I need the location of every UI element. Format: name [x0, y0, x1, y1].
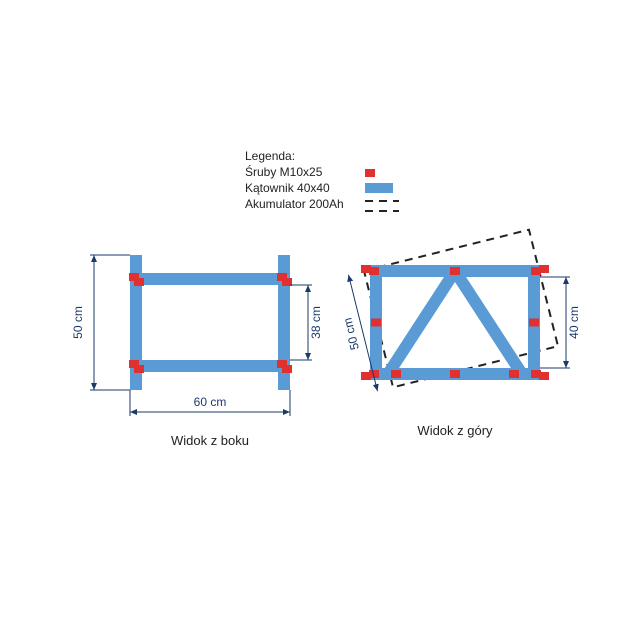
side-bolt-2b [134, 365, 144, 373]
top-bolt-9 [529, 319, 539, 327]
legend-swatch-bolt [365, 169, 375, 177]
top-bolt-tab-3 [539, 372, 549, 380]
top-bolt-tab-2 [361, 372, 371, 380]
side-rail-bottom [142, 360, 278, 372]
technical-drawing: Legenda:Śruby M10x25 Kątownik 40x40 Akumul… [0, 0, 640, 640]
views.side.dims.width_bottom-label: 60 cm [194, 395, 227, 409]
legend-item-2: Akumulator 200Ah [245, 197, 344, 211]
views.top.dims.frame_inner-label: 40 cm [567, 306, 581, 339]
side-bolt-0b [134, 278, 144, 286]
views.top.dims.battery_side-label: 50 cm [340, 316, 361, 351]
legend-swatch-beam [365, 183, 393, 193]
top-bolt-tab-0 [361, 265, 371, 273]
top-bolt-6 [509, 370, 519, 378]
side-rail-top [142, 273, 278, 285]
top-bolt-4 [450, 267, 460, 275]
top-bolt-tab-1 [539, 265, 549, 273]
top-bolt-7 [450, 370, 460, 378]
views.side.dims.height_inner-label: 38 cm [309, 306, 323, 339]
top-bolt-5 [391, 370, 401, 378]
top-caption: Widok z góry [417, 423, 493, 438]
side-bolt-3b [282, 365, 292, 373]
views.side.dims.height_overall-label: 50 cm [71, 306, 85, 339]
top-brace-right [450, 268, 527, 378]
legend-item-1: Kątownik 40x40 [245, 181, 330, 195]
legend-item-0: Śruby M10x25 [245, 164, 323, 179]
top-bolt-8 [371, 319, 381, 327]
top-brace-left [383, 268, 460, 378]
side-caption: Widok z boku [171, 433, 249, 448]
legend-title: Legenda: [245, 149, 295, 163]
